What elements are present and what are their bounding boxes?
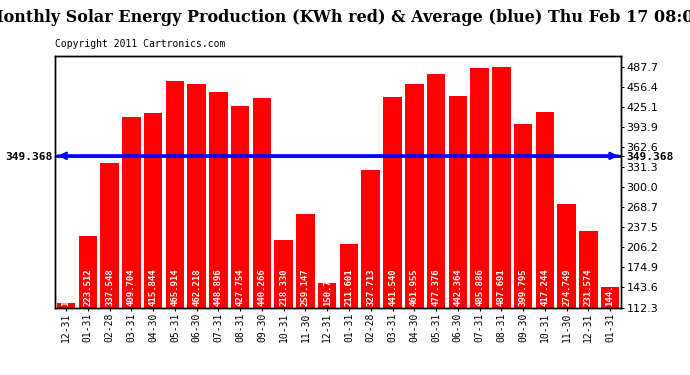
Bar [253,98,271,375]
Text: 415.844: 415.844 [148,268,157,306]
Bar [427,74,445,375]
Text: 448.896: 448.896 [214,268,223,306]
Bar [100,164,119,375]
Text: 223.512: 223.512 [83,268,92,306]
Bar [144,113,162,375]
Text: 485.886: 485.886 [475,268,484,306]
Bar [318,283,337,375]
Bar [579,231,598,375]
Bar [362,170,380,375]
Text: 144.485: 144.485 [606,268,615,306]
Text: 119.696: 119.696 [61,268,70,306]
Text: 231.574: 231.574 [584,268,593,306]
Text: 211.601: 211.601 [344,268,353,306]
Bar [209,92,228,375]
Text: 441.540: 441.540 [388,268,397,306]
Bar [339,244,358,375]
Bar [383,97,402,375]
Text: 259.147: 259.147 [301,268,310,306]
Bar [166,81,184,375]
Bar [558,204,576,375]
Text: 274.749: 274.749 [562,268,571,306]
Text: Monthly Solar Energy Production (KWh red) & Average (blue) Thu Feb 17 08:07: Monthly Solar Energy Production (KWh red… [0,9,690,26]
Text: 417.244: 417.244 [540,268,549,306]
Bar [492,68,511,375]
Bar [57,303,75,375]
Text: 427.754: 427.754 [236,268,245,306]
Text: 465.914: 465.914 [170,268,179,306]
Bar [122,117,141,375]
Text: 409.704: 409.704 [127,268,136,306]
Text: 461.955: 461.955 [410,268,419,306]
Text: 477.376: 477.376 [431,268,440,306]
Text: 327.713: 327.713 [366,268,375,306]
Bar [471,69,489,375]
Bar [601,287,620,375]
Bar [514,123,532,375]
Text: Copyright 2011 Cartronics.com: Copyright 2011 Cartronics.com [55,39,226,49]
Bar [296,213,315,375]
Text: 487.691: 487.691 [497,268,506,306]
Bar [231,106,249,375]
Text: 337.548: 337.548 [105,268,114,306]
Text: 218.330: 218.330 [279,268,288,306]
Bar [275,240,293,375]
Text: 440.266: 440.266 [257,268,266,306]
Bar [188,84,206,375]
Text: 399.795: 399.795 [519,268,528,306]
Bar [405,84,424,375]
Text: 462.218: 462.218 [192,268,201,306]
Text: 150.771: 150.771 [323,268,332,306]
Bar [79,236,97,375]
Bar [448,96,467,375]
Bar [535,112,554,375]
Text: 442.364: 442.364 [453,268,462,306]
